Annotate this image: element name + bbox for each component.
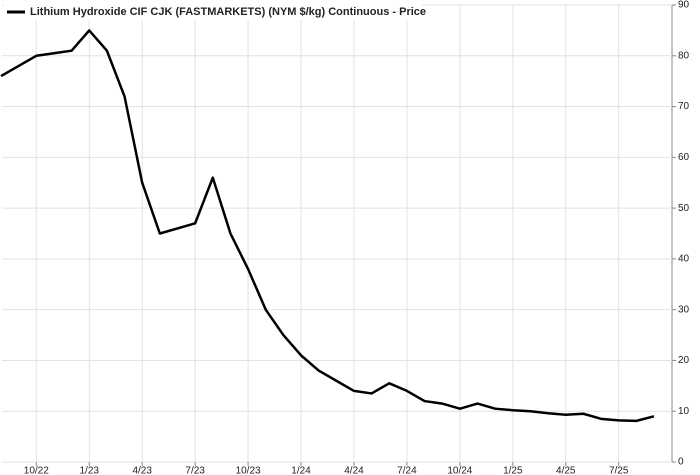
x-tick-label: 10/23 bbox=[236, 466, 261, 475]
y-tick-label: 60 bbox=[678, 152, 690, 163]
y-tick-label: 80 bbox=[678, 50, 690, 61]
x-tick-label: 4/24 bbox=[344, 466, 364, 475]
legend-label: Lithium Hydroxide CIF CJK (FASTMARKETS) … bbox=[30, 6, 426, 18]
x-tick-label: 7/23 bbox=[185, 466, 205, 475]
x-tick-label: 10/24 bbox=[447, 466, 472, 475]
x-tick-label: 1/24 bbox=[291, 466, 311, 475]
x-tick-label: 1/23 bbox=[80, 466, 100, 475]
y-tick-label: 30 bbox=[678, 304, 690, 315]
x-tick-label: 1/25 bbox=[503, 466, 523, 475]
x-tick-label: 4/25 bbox=[556, 466, 576, 475]
x-tick-label: 7/25 bbox=[609, 466, 629, 475]
y-tick-label: 20 bbox=[678, 355, 690, 366]
x-tick-label: 7/24 bbox=[397, 466, 417, 475]
legend-bg bbox=[4, 4, 422, 20]
y-tick-label: 0 bbox=[678, 457, 684, 468]
y-tick-label: 90 bbox=[678, 0, 690, 11]
x-tick-label: 4/23 bbox=[132, 466, 152, 475]
y-tick-label: 50 bbox=[678, 203, 690, 214]
y-tick-label: 70 bbox=[678, 101, 690, 112]
y-tick-label: 40 bbox=[678, 254, 690, 265]
x-tick-label: 10/22 bbox=[24, 466, 49, 475]
y-tick-label: 10 bbox=[678, 406, 690, 417]
price-line bbox=[0, 29, 655, 423]
